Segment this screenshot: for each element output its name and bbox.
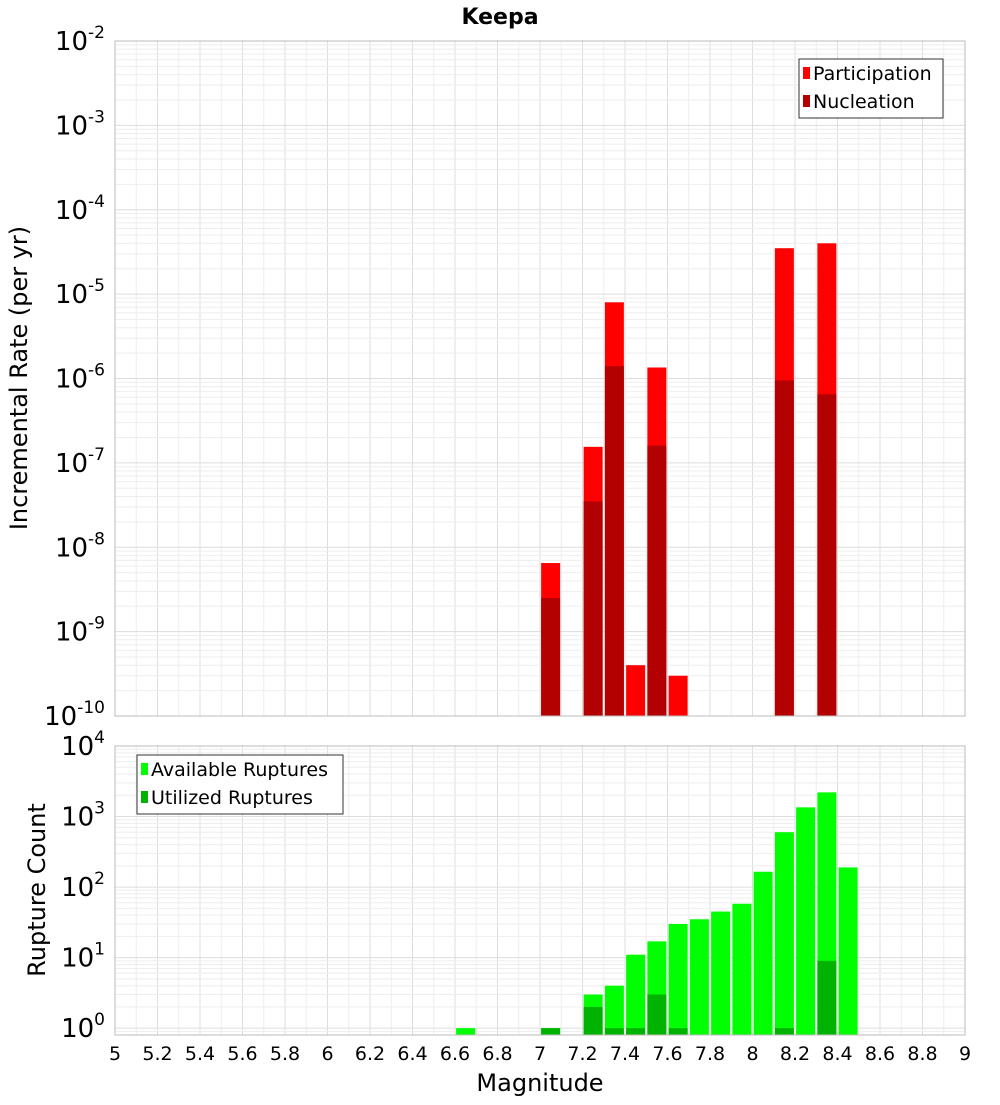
bottom-plot-border bbox=[114, 745, 966, 1036]
legend-swatch-utilized-ruptures bbox=[141, 791, 148, 803]
top-bar-nucleation bbox=[774, 380, 794, 716]
top-y-tick-label: 10-2 bbox=[55, 23, 105, 57]
top-y-tick-label: 10-5 bbox=[55, 276, 105, 310]
x-tick-label: 8.2 bbox=[780, 1043, 810, 1065]
bottom-bar-available-ruptures bbox=[626, 954, 646, 1035]
bottom-y-tick-label: 103 bbox=[61, 799, 105, 833]
bottom-bar-available-ruptures bbox=[604, 985, 624, 1035]
x-tick-label: 7.6 bbox=[652, 1043, 682, 1065]
bottom-bar-utilized-ruptures bbox=[583, 1006, 603, 1035]
x-tick-label: 6.4 bbox=[397, 1043, 427, 1065]
legend-swatch-nucleation bbox=[803, 95, 810, 107]
top-bar-nucleation bbox=[583, 501, 603, 716]
bottom-y-tick-label: 102 bbox=[61, 869, 105, 903]
top-y-tick-label: 10-10 bbox=[44, 698, 105, 732]
legend-layer: Participation Nucleation Available Rupture… bbox=[136, 58, 944, 815]
top-y-tick-label: 10-6 bbox=[55, 361, 105, 395]
bottom-y-tick-label: 104 bbox=[61, 728, 105, 762]
bottom-bar-utilized-ruptures bbox=[647, 994, 667, 1035]
x-tick-label: 8 bbox=[746, 1043, 758, 1065]
legend-label-participation: Participation bbox=[813, 63, 932, 85]
x-tick-label: 5.4 bbox=[185, 1043, 215, 1065]
bottom-bar-available-ruptures bbox=[753, 871, 773, 1035]
top-bar-nucleation bbox=[604, 366, 624, 716]
bottom-bar-utilized-ruptures bbox=[774, 1028, 794, 1035]
bottom-bar-utilized-ruptures bbox=[604, 1028, 624, 1035]
bottom-bar-available-ruptures bbox=[732, 903, 752, 1035]
x-tick-label: 8.8 bbox=[907, 1043, 937, 1065]
legend-label-nucleation: Nucleation bbox=[813, 91, 915, 113]
x-tick-label: 9 bbox=[959, 1043, 971, 1065]
x-tick-label: 6.2 bbox=[355, 1043, 385, 1065]
legend-label-utilized-ruptures: Utilized Ruptures bbox=[151, 787, 313, 809]
top-bar-nucleation bbox=[541, 598, 561, 716]
x-tick-label: 7.2 bbox=[567, 1043, 597, 1065]
x-tick-label: 6.8 bbox=[482, 1043, 512, 1065]
x-tick-label: 5.8 bbox=[270, 1043, 300, 1065]
x-tick-label: 5.2 bbox=[142, 1043, 172, 1065]
top-y-axis-label: Incremental Rate (per yr) bbox=[5, 226, 33, 530]
bottom-y-axis-label: Rupture Count bbox=[23, 803, 51, 977]
legend-swatch-participation bbox=[803, 67, 810, 79]
top-y-tick-label: 10-8 bbox=[55, 529, 105, 563]
bottom-bar-available-ruptures bbox=[774, 832, 794, 1035]
x-tick-label: 5.6 bbox=[227, 1043, 257, 1065]
bottom-bar-utilized-ruptures bbox=[626, 1028, 646, 1035]
x-tick-label: 8.4 bbox=[822, 1043, 852, 1065]
bottom-bar-available-ruptures bbox=[796, 807, 816, 1035]
x-tick-label: 8.6 bbox=[865, 1043, 895, 1065]
top-y-tick-label: 10-4 bbox=[55, 192, 105, 226]
x-tick-label: 7 bbox=[534, 1043, 546, 1065]
bottom-bar-available-ruptures bbox=[668, 923, 688, 1035]
bottom-bar-utilized-ruptures bbox=[668, 1028, 688, 1035]
bottom-y-tick-label: 100 bbox=[61, 1010, 105, 1044]
chart-title: Keepa bbox=[461, 5, 538, 30]
bottom-bar-available-ruptures bbox=[838, 867, 858, 1035]
legend-swatch-available-ruptures bbox=[141, 763, 148, 775]
x-tick-label: 6 bbox=[321, 1043, 333, 1065]
x-tick-label: 5 bbox=[109, 1043, 121, 1065]
bottom-legend-box bbox=[136, 754, 344, 815]
top-y-tick-label: 10-9 bbox=[55, 614, 105, 648]
top-bar-participation bbox=[626, 665, 646, 716]
top-y-tick-label: 10-7 bbox=[55, 445, 105, 479]
bottom-bar-utilized-ruptures bbox=[541, 1028, 561, 1035]
bottom-bar-available-ruptures bbox=[689, 919, 709, 1035]
x-tick-label: 6.6 bbox=[440, 1043, 470, 1065]
top-bar-participation bbox=[668, 675, 688, 716]
top-y-tick-label: 10-3 bbox=[55, 107, 105, 141]
x-tick-label: 7.4 bbox=[610, 1043, 640, 1065]
bars-layer bbox=[456, 243, 858, 1035]
bottom-y-tick-label: 101 bbox=[61, 940, 105, 974]
top-bar-nucleation bbox=[647, 445, 667, 716]
x-axis-label: Magnitude bbox=[476, 1069, 603, 1097]
bottom-bar-available-ruptures bbox=[711, 911, 731, 1035]
axes-layer: 10-10 10-9 10-8 10-7 10-6 10-5 10-4 10-3 10-2 100… bbox=[44, 23, 971, 1065]
bottom-bar-utilized-ruptures bbox=[817, 960, 837, 1035]
grid-layer bbox=[114, 40, 966, 1036]
legend-label-available-ruptures: Available Ruptures bbox=[151, 759, 328, 781]
bottom-bar-available-ruptures bbox=[456, 1028, 476, 1035]
top-legend-box bbox=[798, 58, 944, 119]
top-bar-nucleation bbox=[817, 394, 837, 716]
x-tick-label: 7.8 bbox=[695, 1043, 725, 1065]
top-plot-border bbox=[114, 40, 966, 717]
